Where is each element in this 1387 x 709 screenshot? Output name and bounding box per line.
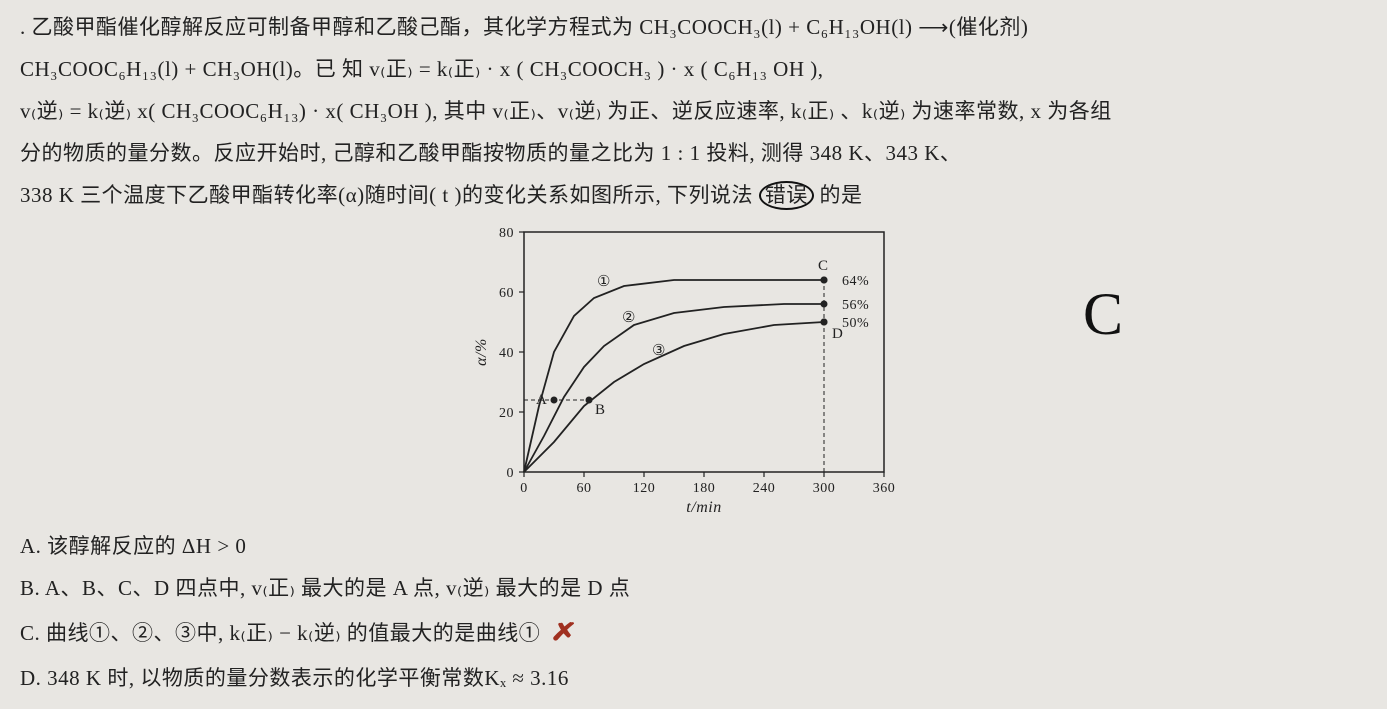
text-line-1: . 乙酸甲酯催化醇解反应可制备甲醇和乙酸己酯，其化学方程式为 CH₃COOCH₃… xyxy=(20,15,1028,39)
option-d: D. 348 K 时, 以物质的量分数表示的化学平衡常数Kₓ ≈ 3.16 xyxy=(20,659,1367,699)
option-a-text: A. 该醇解反应的 ΔH > 0 xyxy=(20,534,246,558)
conversion-chart: 0 20 40 60 80 0 60 120 180 240 300 360 α/% t/min ① ② ③ 64… xyxy=(464,217,924,517)
option-c-text: C. 曲线①、②、③中, k₍正₎ − k₍逆₎ 的值最大的是曲线① xyxy=(20,621,540,645)
question-line-3: v₍逆₎ = k₍逆₎ x( CH₃COOC₆H₁₃) · x( CH₃OH )… xyxy=(20,92,1367,132)
handwritten-answer: C xyxy=(1083,257,1124,371)
svg-text:300: 300 xyxy=(812,481,835,496)
svg-text:t/min: t/min xyxy=(686,499,721,516)
svg-text:②: ② xyxy=(622,310,636,326)
option-b-text: B. A、B、C、D 四点中, v₍正₎ 最大的是 A 点, v₍逆₎ 最大的是… xyxy=(20,576,630,600)
text-line-4: 分的物质的量分数。反应开始时, 己醇和乙酸甲酯按物质的量之比为 1 : 1 投料… xyxy=(20,141,961,165)
text-line-3: v₍逆₎ = k₍逆₎ x( CH₃COOC₆H₁₃) · x( CH₃OH )… xyxy=(20,99,1112,123)
svg-text:64%: 64% xyxy=(842,274,869,289)
text-line-2: CH₃COOC₆H₁₃(l) + CH₃OH(l)。已 知 v₍正₎ = k₍正… xyxy=(20,57,824,81)
svg-text:A: A xyxy=(536,392,547,408)
svg-text:α/%: α/% xyxy=(473,339,490,367)
svg-text:0: 0 xyxy=(520,481,528,496)
svg-text:80: 80 xyxy=(499,226,514,241)
options-block: A. 该醇解反应的 ΔH > 0 B. A、B、C、D 四点中, v₍正₎ 最大… xyxy=(20,527,1367,698)
option-c: C. 曲线①、②、③中, k₍正₎ − k₍逆₎ 的值最大的是曲线① ✗ xyxy=(20,611,1367,657)
svg-text:40: 40 xyxy=(499,346,514,361)
question-line-1: . 乙酸甲酯催化醇解反应可制备甲醇和乙酸己酯，其化学方程式为 CH₃COOCH₃… xyxy=(20,8,1367,48)
svg-text:20: 20 xyxy=(499,406,514,421)
svg-text:180: 180 xyxy=(692,481,715,496)
question-block: . 乙酸甲酯催化醇解反应可制备甲醇和乙酸己酯，其化学方程式为 CH₃COOCH₃… xyxy=(20,8,1367,699)
svg-text:360: 360 xyxy=(872,481,895,496)
question-line-2: CH₃COOC₆H₁₃(l) + CH₃OH(l)。已 知 v₍正₎ = k₍正… xyxy=(20,50,1367,90)
circled-word: 错误 xyxy=(759,181,814,210)
svg-text:50%: 50% xyxy=(842,316,869,331)
svg-text:D: D xyxy=(832,326,843,342)
option-d-text: D. 348 K 时, 以物质的量分数表示的化学平衡常数Kₓ ≈ 3.16 xyxy=(20,666,569,690)
text-line-5-pre: 338 K 三个温度下乙酸甲酯转化率(α)随时间( t )的变化关系如图所示, … xyxy=(20,183,753,207)
svg-text:0: 0 xyxy=(506,466,514,481)
svg-text:56%: 56% xyxy=(842,298,869,313)
question-line-4: 分的物质的量分数。反应开始时, 己醇和乙酸甲酯按物质的量之比为 1 : 1 投料… xyxy=(20,134,1367,174)
cross-mark-icon: ✗ xyxy=(550,611,579,657)
svg-text:240: 240 xyxy=(752,481,775,496)
svg-text:B: B xyxy=(595,402,606,418)
svg-text:60: 60 xyxy=(576,481,591,496)
option-a: A. 该醇解反应的 ΔH > 0 xyxy=(20,527,1367,567)
chart-box: 0 20 40 60 80 0 60 120 180 240 300 360 α/% t/min ① ② ③ 64… xyxy=(464,217,924,517)
svg-text:①: ① xyxy=(597,274,611,290)
chart-container: 0 20 40 60 80 0 60 120 180 240 300 360 α/% t/min ① ② ③ 64… xyxy=(20,217,1367,517)
svg-text:③: ③ xyxy=(652,343,666,359)
option-b: B. A、B、C、D 四点中, v₍正₎ 最大的是 A 点, v₍逆₎ 最大的是… xyxy=(20,569,1367,609)
svg-text:C: C xyxy=(818,258,829,274)
question-line-5: 338 K 三个温度下乙酸甲酯转化率(α)随时间( t )的变化关系如图所示, … xyxy=(20,176,1367,216)
svg-text:60: 60 xyxy=(499,286,514,301)
text-line-5-post: 的是 xyxy=(819,183,862,207)
svg-text:120: 120 xyxy=(632,481,655,496)
